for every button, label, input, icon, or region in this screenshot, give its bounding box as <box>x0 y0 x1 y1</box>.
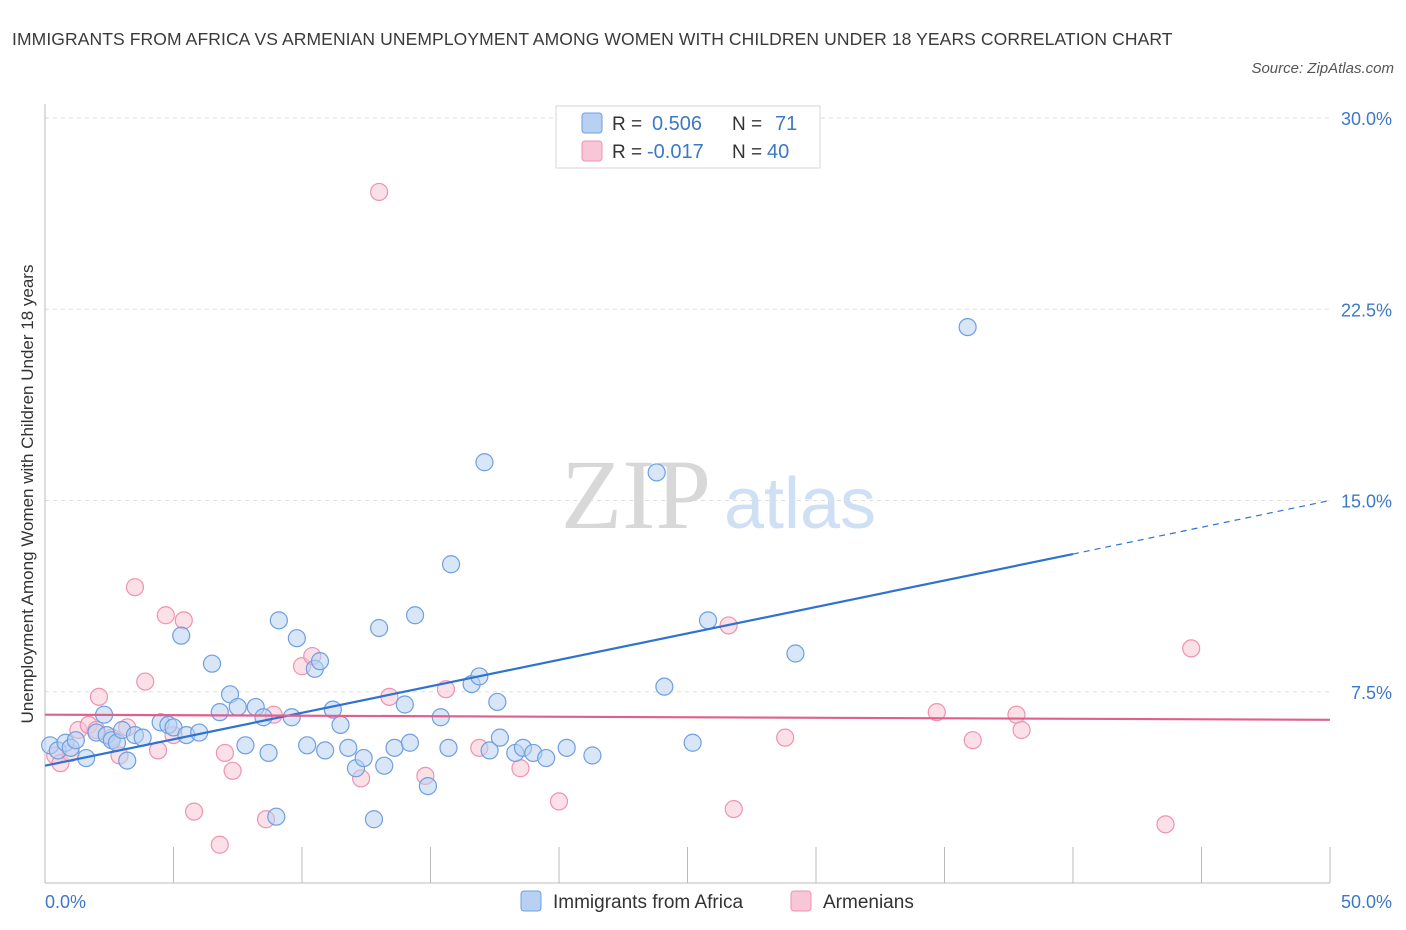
data-point <box>339 738 358 757</box>
legend-n-value: 71 <box>775 113 797 135</box>
data-point <box>400 733 420 752</box>
data-point <box>395 695 414 714</box>
data-point <box>488 692 507 712</box>
data-point <box>210 703 229 722</box>
data-point <box>958 318 977 337</box>
legend-swatch-blue <box>581 112 603 134</box>
watermark-atlas: atlas <box>724 464 876 544</box>
legend-n-label: N = <box>732 142 762 163</box>
data-point <box>298 736 317 755</box>
legend-series-label: Immigrants from Africa <box>553 892 743 913</box>
data-point <box>316 741 335 760</box>
trend-line-extension <box>1072 499 1331 555</box>
data-point <box>490 728 509 747</box>
watermark-zip: ZIP <box>561 439 711 550</box>
data-point <box>267 807 286 826</box>
data-point <box>66 731 85 750</box>
data-point <box>963 731 982 750</box>
data-point <box>439 738 458 757</box>
data-point <box>475 453 494 472</box>
data-point <box>537 748 556 768</box>
legend-r-value: -0.017 <box>647 141 704 163</box>
data-point <box>441 555 461 574</box>
data-point <box>174 611 193 630</box>
y-tick-label: 7.5% <box>1351 683 1392 703</box>
data-point <box>118 751 137 770</box>
legend-r-value: 0.506 <box>652 113 702 135</box>
legend-r-label: R = <box>612 142 642 163</box>
data-point <box>215 743 234 763</box>
data-point <box>375 756 394 775</box>
data-point <box>927 703 946 722</box>
data-point <box>405 606 425 625</box>
legend-n-value: 40 <box>767 141 789 163</box>
data-point <box>583 746 602 765</box>
legend-swatch-blue <box>520 890 542 912</box>
watermark: ZIP atlas <box>561 439 876 550</box>
axes <box>44 104 1331 884</box>
x-tick-label: 50.0% <box>1341 892 1392 912</box>
data-point <box>418 776 438 796</box>
trend-line-armenians <box>44 713 1331 721</box>
legend-swatch-pink <box>581 140 603 162</box>
data-point <box>786 644 805 663</box>
data-point <box>202 654 222 673</box>
series-immigrants-from-africa <box>41 318 977 829</box>
series-legend: Immigrants from Africa Armenians <box>520 890 914 913</box>
trend-lines <box>44 499 1331 767</box>
data-point <box>557 738 576 757</box>
data-point <box>331 715 350 735</box>
legend-series-label: Armenians <box>823 892 914 913</box>
data-point <box>1182 639 1201 658</box>
legend-swatch-pink <box>790 890 812 912</box>
tick-labels: 7.5% 15.0% 22.5% 30.0% 0.0% 50.0% <box>45 109 1392 912</box>
data-point <box>683 733 702 752</box>
data-point <box>125 578 145 597</box>
chart-title: IMMIGRANTS FROM AFRICA VS ARMENIAN UNEMP… <box>12 29 1173 49</box>
y-axis-label: Unemployment Among Women with Children U… <box>18 265 37 724</box>
data-point <box>236 736 255 755</box>
data-point <box>549 792 569 811</box>
data-point <box>511 759 530 778</box>
data-point <box>228 697 247 717</box>
legend-r-label: R = <box>612 114 642 135</box>
data-point <box>1156 815 1175 834</box>
grid-lines <box>45 117 1330 693</box>
data-point <box>254 708 273 727</box>
data-point <box>647 463 666 482</box>
data-point <box>156 606 175 625</box>
source-label: Source: ZipAtlas.com <box>1251 60 1394 77</box>
data-point <box>370 182 389 202</box>
data-point <box>480 741 499 760</box>
data-point <box>259 743 278 763</box>
data-point <box>223 761 242 780</box>
y-tick-label: 30.0% <box>1341 109 1392 129</box>
data-point <box>385 738 404 757</box>
data-point <box>354 748 373 768</box>
data-point <box>655 677 674 696</box>
y-tick-label: 22.5% <box>1341 300 1392 320</box>
data-point <box>776 728 795 747</box>
data-point <box>269 611 288 630</box>
data-point <box>184 802 204 821</box>
data-point <box>310 652 330 671</box>
trend-line-immigrants-from-africa <box>44 552 1074 767</box>
data-point <box>370 618 389 638</box>
x-tick-label: 0.0% <box>45 892 86 912</box>
data-point <box>698 611 718 630</box>
data-point <box>172 626 191 645</box>
data-point <box>287 629 306 648</box>
data-point <box>210 835 229 854</box>
data-point <box>724 799 743 819</box>
y-tick-label: 15.0% <box>1341 492 1392 512</box>
data-point <box>136 672 155 691</box>
data-point <box>89 687 109 706</box>
legend-n-label: N = <box>732 114 762 135</box>
data-point <box>1007 705 1026 724</box>
data-point <box>1012 720 1031 740</box>
correlation-legend: R = 0.506 N = 71 R = -0.017 N = 40 <box>555 105 821 169</box>
data-point <box>364 810 384 829</box>
